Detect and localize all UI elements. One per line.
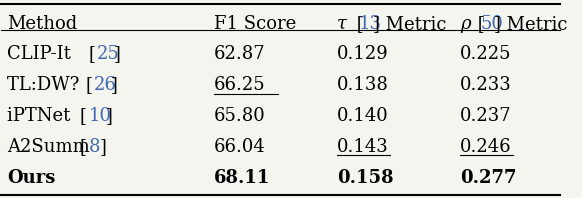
- Text: 0.237: 0.237: [460, 107, 512, 125]
- Text: A2Summ: A2Summ: [7, 138, 95, 156]
- Text: ] Metric: ] Metric: [373, 15, 446, 33]
- Text: F1 Score: F1 Score: [214, 15, 296, 33]
- Text: Ours: Ours: [7, 169, 55, 187]
- Text: 0.158: 0.158: [337, 169, 393, 187]
- Text: [: [: [80, 138, 87, 156]
- Text: 66.04: 66.04: [214, 138, 265, 156]
- Text: 0.138: 0.138: [337, 76, 389, 94]
- Text: ]: ]: [105, 107, 112, 125]
- Text: 0.140: 0.140: [337, 107, 389, 125]
- Text: 50: 50: [480, 15, 503, 33]
- Text: 0.246: 0.246: [460, 138, 512, 156]
- Text: 68.11: 68.11: [214, 169, 270, 187]
- Text: 25: 25: [97, 45, 120, 63]
- Text: 0.225: 0.225: [460, 45, 511, 63]
- Text: [: [: [85, 76, 92, 94]
- Text: 0.277: 0.277: [460, 169, 516, 187]
- Text: ]: ]: [113, 45, 120, 63]
- Text: [: [: [351, 15, 363, 33]
- Text: 62.87: 62.87: [214, 45, 265, 63]
- Text: ]: ]: [111, 76, 118, 94]
- Text: 65.80: 65.80: [214, 107, 265, 125]
- Text: τ: τ: [337, 15, 347, 33]
- Text: [: [: [88, 45, 95, 63]
- Text: 8: 8: [88, 138, 100, 156]
- Text: [: [: [80, 107, 87, 125]
- Text: 13: 13: [359, 15, 382, 33]
- Text: TL:DW?: TL:DW?: [7, 76, 85, 94]
- Text: 0.143: 0.143: [337, 138, 389, 156]
- Text: 26: 26: [94, 76, 117, 94]
- Text: ρ: ρ: [460, 15, 470, 33]
- Text: 66.25: 66.25: [214, 76, 265, 94]
- Text: 10: 10: [88, 107, 112, 125]
- Text: [: [: [472, 15, 485, 33]
- Text: CLIP-It: CLIP-It: [7, 45, 77, 63]
- Text: Method: Method: [7, 15, 77, 33]
- Text: ]: ]: [100, 138, 107, 156]
- Text: 0.129: 0.129: [337, 45, 389, 63]
- Text: 0.233: 0.233: [460, 76, 512, 94]
- Text: ] Metric: ] Metric: [494, 15, 568, 33]
- Text: iPTNet: iPTNet: [7, 107, 76, 125]
